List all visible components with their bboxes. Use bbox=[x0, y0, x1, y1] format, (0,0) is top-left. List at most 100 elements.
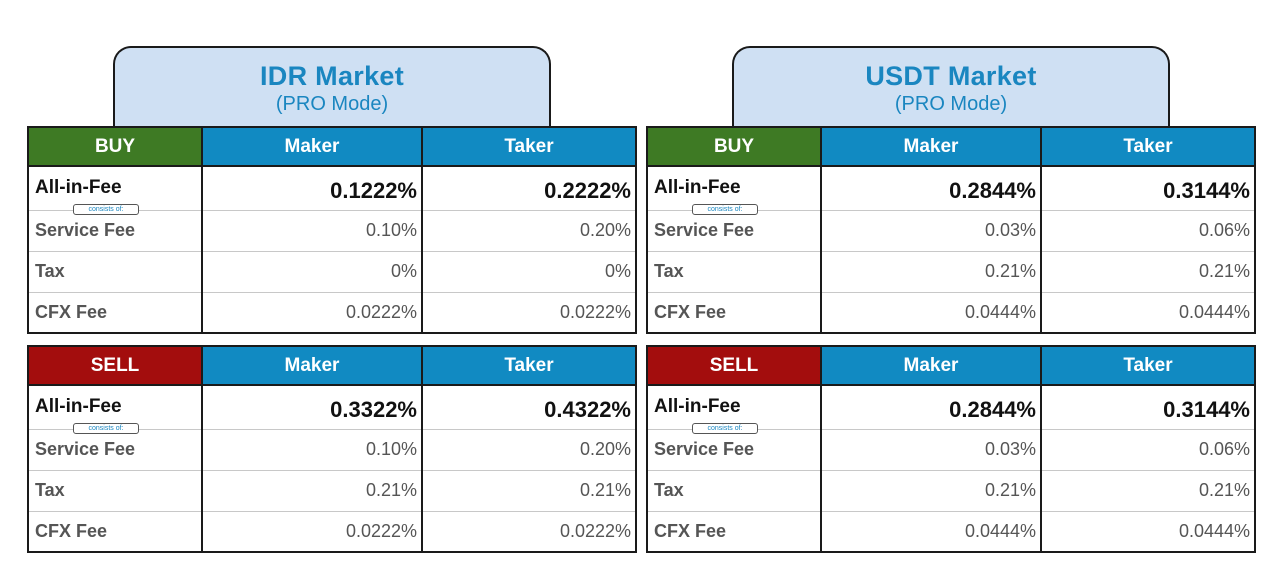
row-label: Tax bbox=[28, 470, 203, 512]
idr-market-header: IDR Market (PRO Mode) bbox=[113, 46, 551, 126]
sell-header: SELL bbox=[647, 346, 822, 386]
row-label: Service Fee bbox=[28, 210, 203, 252]
table-row: Service Fee 0.10% 0.20% bbox=[28, 210, 637, 252]
row-label: CFX Fee bbox=[28, 511, 203, 552]
all-in-fee-label: All-in-Fee bbox=[654, 396, 741, 417]
maker-value: 0.0444% bbox=[821, 292, 1042, 333]
maker-header: Maker bbox=[821, 127, 1042, 167]
maker-value: 0.10% bbox=[202, 210, 423, 252]
idr-market-panel: IDR Market (PRO Mode) BUY Maker Taker Al… bbox=[27, 0, 637, 588]
table-row: Service Fee 0.10% 0.20% bbox=[28, 429, 637, 471]
taker-header: Taker bbox=[1041, 346, 1256, 386]
usdt-buy-fee-table: BUY Maker Taker All-in-Fee consists of: … bbox=[646, 126, 1256, 334]
maker-value: 0.21% bbox=[821, 251, 1042, 293]
table-header-row: SELL Maker Taker bbox=[28, 346, 637, 386]
consists-of-badge: consists of: bbox=[73, 204, 139, 215]
table-row: Tax 0.21% 0.21% bbox=[647, 470, 1256, 512]
taker-value: 0.3144% bbox=[1041, 385, 1256, 430]
taker-value: 0.20% bbox=[422, 210, 637, 252]
table-row: CFX Fee 0.0444% 0.0444% bbox=[647, 511, 1256, 552]
maker-value: 0.3322% bbox=[202, 385, 423, 430]
maker-value: 0.10% bbox=[202, 429, 423, 471]
taker-value: 0.2222% bbox=[422, 166, 637, 211]
taker-value: 0.0222% bbox=[422, 292, 637, 333]
row-label: CFX Fee bbox=[647, 292, 822, 333]
taker-value: 0.3144% bbox=[1041, 166, 1256, 211]
table-row: CFX Fee 0.0444% 0.0444% bbox=[647, 292, 1256, 333]
row-label: CFX Fee bbox=[28, 292, 203, 333]
all-in-fee-label: All-in-Fee bbox=[654, 177, 741, 198]
table-header-row: BUY Maker Taker bbox=[647, 127, 1256, 167]
taker-value: 0.06% bbox=[1041, 429, 1256, 471]
table-row: All-in-Fee consists of: 0.2844% 0.3144% bbox=[647, 166, 1256, 215]
maker-value: 0.2844% bbox=[821, 166, 1042, 211]
row-label: Tax bbox=[647, 251, 822, 293]
row-label: Service Fee bbox=[647, 210, 822, 252]
row-label: Service Fee bbox=[647, 429, 822, 471]
table-row: Tax 0.21% 0.21% bbox=[28, 470, 637, 512]
taker-value: 0.20% bbox=[422, 429, 637, 471]
table-row: CFX Fee 0.0222% 0.0222% bbox=[28, 292, 637, 333]
maker-header: Maker bbox=[202, 346, 423, 386]
maker-header: Maker bbox=[202, 127, 423, 167]
row-label: All-in-Fee consists of: bbox=[28, 385, 203, 434]
consists-of-badge: consists of: bbox=[73, 423, 139, 434]
table-row: All-in-Fee consists of: 0.3322% 0.4322% bbox=[28, 385, 637, 434]
consists-of-badge: consists of: bbox=[692, 423, 758, 434]
row-label: All-in-Fee consists of: bbox=[28, 166, 203, 215]
all-in-fee-label: All-in-Fee bbox=[35, 177, 122, 198]
market-title: USDT Market bbox=[865, 61, 1037, 91]
consists-of-badge: consists of: bbox=[692, 204, 758, 215]
maker-value: 0.0444% bbox=[821, 511, 1042, 552]
idr-buy-fee-table: BUY Maker Taker All-in-Fee consists of: … bbox=[27, 126, 637, 334]
maker-header: Maker bbox=[821, 346, 1042, 386]
row-label: All-in-Fee consists of: bbox=[647, 166, 822, 215]
idr-sell-fee-table: SELL Maker Taker All-in-Fee consists of:… bbox=[27, 345, 637, 553]
taker-value: 0.21% bbox=[1041, 251, 1256, 293]
maker-value: 0% bbox=[202, 251, 423, 293]
maker-value: 0.0222% bbox=[202, 511, 423, 552]
taker-value: 0.0444% bbox=[1041, 511, 1256, 552]
taker-header: Taker bbox=[422, 346, 637, 386]
maker-value: 0.2844% bbox=[821, 385, 1042, 430]
maker-value: 0.21% bbox=[821, 470, 1042, 512]
table-row: All-in-Fee consists of: 0.1222% 0.2222% bbox=[28, 166, 637, 215]
all-in-fee-label: All-in-Fee bbox=[35, 396, 122, 417]
taker-value: 0.21% bbox=[1041, 470, 1256, 512]
table-header-row: SELL Maker Taker bbox=[647, 346, 1256, 386]
table-row: Tax 0% 0% bbox=[28, 251, 637, 293]
maker-value: 0.03% bbox=[821, 429, 1042, 471]
taker-value: 0.0444% bbox=[1041, 292, 1256, 333]
table-row: Service Fee 0.03% 0.06% bbox=[647, 210, 1256, 252]
sell-header: SELL bbox=[28, 346, 203, 386]
table-row: Service Fee 0.03% 0.06% bbox=[647, 429, 1256, 471]
row-label: Tax bbox=[28, 251, 203, 293]
row-label: CFX Fee bbox=[647, 511, 822, 552]
taker-header: Taker bbox=[422, 127, 637, 167]
usdt-sell-fee-table: SELL Maker Taker All-in-Fee consists of:… bbox=[646, 345, 1256, 553]
market-subtitle: (PRO Mode) bbox=[275, 93, 389, 115]
maker-value: 0.03% bbox=[821, 210, 1042, 252]
table-row: Tax 0.21% 0.21% bbox=[647, 251, 1256, 293]
row-label: Tax bbox=[647, 470, 822, 512]
buy-header: BUY bbox=[28, 127, 203, 167]
taker-value: 0% bbox=[422, 251, 637, 293]
taker-value: 0.4322% bbox=[422, 385, 637, 430]
usdt-market-header: USDT Market (PRO Mode) bbox=[732, 46, 1170, 126]
maker-value: 0.0222% bbox=[202, 292, 423, 333]
taker-value: 0.06% bbox=[1041, 210, 1256, 252]
taker-header: Taker bbox=[1041, 127, 1256, 167]
maker-value: 0.1222% bbox=[202, 166, 423, 211]
taker-value: 0.0222% bbox=[422, 511, 637, 552]
buy-header: BUY bbox=[647, 127, 822, 167]
market-subtitle: (PRO Mode) bbox=[894, 93, 1008, 115]
row-label: Service Fee bbox=[28, 429, 203, 471]
market-title: IDR Market bbox=[259, 61, 405, 91]
table-row: All-in-Fee consists of: 0.2844% 0.3144% bbox=[647, 385, 1256, 434]
table-header-row: BUY Maker Taker bbox=[28, 127, 637, 167]
table-row: CFX Fee 0.0222% 0.0222% bbox=[28, 511, 637, 552]
maker-value: 0.21% bbox=[202, 470, 423, 512]
taker-value: 0.21% bbox=[422, 470, 637, 512]
usdt-market-panel: USDT Market (PRO Mode) BUY Maker Taker A… bbox=[646, 0, 1256, 588]
row-label: All-in-Fee consists of: bbox=[647, 385, 822, 434]
